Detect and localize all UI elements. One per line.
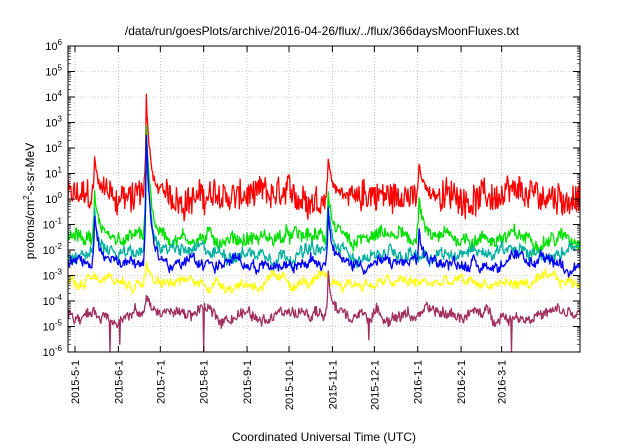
- x-tick-label: 2015-6-1: [113, 360, 125, 404]
- series-line-0: [67, 93, 581, 222]
- y-tick-label: 10-1: [43, 217, 63, 232]
- series-line-3: [67, 134, 581, 280]
- y-tick-base: 10: [45, 118, 57, 130]
- x-tick-label: 2015-7-1: [155, 360, 167, 404]
- axis-ticks: 2015-5-1 2015-6-1 2015-7-1 2015-8-1 2015-9-1…: [43, 38, 580, 410]
- x-tick-label: 2016-2-1: [456, 360, 468, 404]
- x-axis-label: Coordinated Universal Time (UTC): [232, 430, 416, 444]
- y-tick-label: 10-2: [43, 242, 63, 257]
- x-tick-label: 2015-12-1: [369, 360, 381, 410]
- y-axis-label-sup: 2: [22, 195, 31, 200]
- x-tick-label: 2016-3-1: [497, 360, 509, 404]
- y-tick-base: 10: [43, 271, 55, 283]
- series-line-4: [67, 261, 581, 294]
- y-tick-exponent: 6: [58, 38, 63, 47]
- y-tick-exponent: 2: [58, 140, 63, 149]
- y-axis-label-prefix: protons/cm: [23, 200, 37, 259]
- y-tick-label: 103: [45, 115, 62, 130]
- y-tick-label: 106: [45, 38, 62, 53]
- y-tick-exponent: -1: [55, 217, 63, 226]
- y-tick-label: 10-4: [43, 293, 63, 308]
- y-axis-label-suffix: -s-sr-MeV: [23, 143, 37, 196]
- x-tick-label: 2015-8-1: [199, 360, 211, 404]
- y-tick-base: 10: [45, 67, 57, 79]
- x-tick-label: 2016-1-1: [413, 360, 425, 404]
- y-tick-base: 10: [45, 92, 57, 104]
- y-tick-exponent: -3: [55, 268, 63, 277]
- y-tick-label: 101: [45, 166, 62, 181]
- chart-title: /data/run/goesPlots/archive/2016-04-26/f…: [125, 24, 520, 38]
- y-tick-exponent: 1: [58, 166, 63, 175]
- y-tick-base: 10: [43, 296, 55, 308]
- series-layer: [67, 93, 581, 353]
- y-tick-exponent: 5: [58, 64, 63, 73]
- y-tick-label: 100: [45, 191, 62, 206]
- x-tick-label: 2015-9-1: [242, 360, 254, 404]
- series-line-1: [67, 124, 581, 256]
- x-tick-label: 2015-11-1: [327, 360, 339, 409]
- y-tick-base: 10: [45, 169, 57, 181]
- series-line-2: [67, 150, 580, 269]
- y-tick-exponent: 4: [58, 89, 63, 98]
- y-tick-label: 10-6: [43, 344, 63, 359]
- y-tick-exponent: -4: [55, 293, 63, 302]
- y-tick-exponent: 0: [58, 191, 63, 200]
- y-tick-exponent: 3: [58, 115, 63, 124]
- x-tick-label: 2015-10-1: [284, 360, 296, 410]
- y-tick-base: 10: [43, 347, 55, 359]
- y-tick-label: 10-3: [43, 268, 63, 283]
- series-line-5: [67, 270, 581, 353]
- y-tick-exponent: -6: [55, 344, 63, 353]
- y-tick-base: 10: [45, 143, 57, 155]
- y-tick-base: 10: [45, 41, 57, 53]
- y-tick-base: 10: [43, 245, 55, 257]
- y-axis-label: protons/cm2-s-sr-MeV: [22, 143, 37, 259]
- y-tick-label: 104: [45, 89, 62, 104]
- x-tick-label: 2015-5-1: [70, 360, 82, 404]
- y-tick-label: 10-5: [43, 319, 63, 334]
- y-tick-base: 10: [43, 322, 55, 334]
- y-tick-base: 10: [45, 194, 57, 206]
- y-tick-exponent: -2: [55, 242, 63, 251]
- y-tick-label: 105: [45, 64, 62, 79]
- y-tick-exponent: -5: [55, 319, 63, 328]
- y-tick-base: 10: [43, 220, 55, 232]
- y-tick-label: 102: [45, 140, 62, 155]
